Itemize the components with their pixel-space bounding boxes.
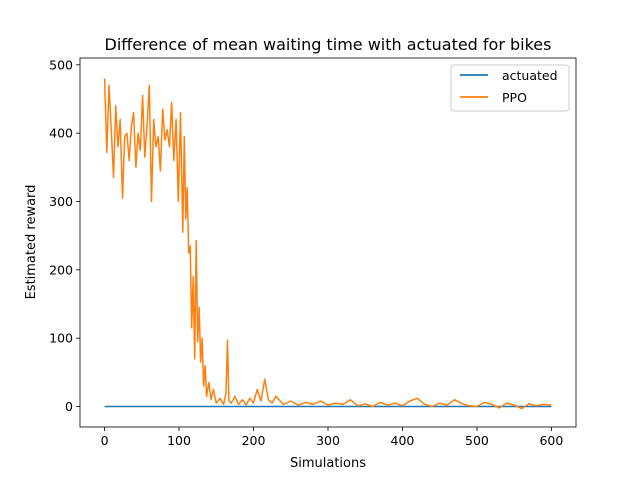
y-axis-label: Estimated reward [24, 185, 39, 300]
legend-box [450, 64, 570, 112]
y-tick-label: 500 [49, 57, 73, 72]
y-axis-ticks: 0 100 200 300 400 500 [49, 57, 80, 414]
plot-area-frame [79, 57, 577, 428]
y-tick-label: 100 [49, 331, 73, 346]
x-tick-label: 500 [465, 433, 489, 448]
x-tick-label: 0 [101, 433, 109, 448]
legend-label-ppo: PPO [502, 90, 527, 105]
x-tick-label: 600 [539, 433, 563, 448]
x-tick-label: 100 [167, 433, 191, 448]
y-tick-label: 400 [49, 126, 73, 141]
chart-title: Difference of mean waiting time with act… [105, 35, 552, 54]
legend: actuated PPO [450, 64, 570, 112]
legend-label-actuated: actuated [502, 68, 558, 83]
y-tick-label: 200 [49, 262, 73, 277]
y-tick-label: 300 [49, 194, 73, 209]
series-line-ppo [103, 78, 552, 410]
x-tick-label: 400 [391, 433, 415, 448]
x-axis-label: Simulations [290, 456, 366, 471]
y-tick-label: 0 [65, 399, 73, 414]
x-axis-ticks: 0 100 200 300 400 500 600 [101, 427, 563, 448]
x-tick-label: 300 [316, 433, 340, 448]
series-layer [103, 78, 552, 410]
x-tick-label: 200 [242, 433, 266, 448]
